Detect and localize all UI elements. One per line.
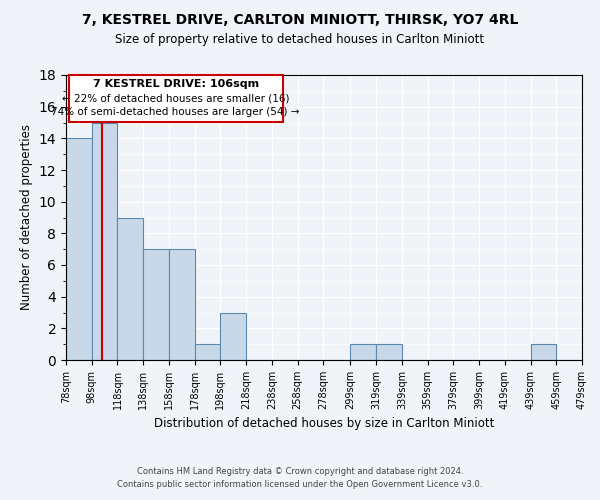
Text: Contains public sector information licensed under the Open Government Licence v3: Contains public sector information licen… — [118, 480, 482, 489]
Bar — [92, 122, 118, 360]
Bar — [530, 344, 556, 360]
Bar — [194, 344, 220, 360]
Y-axis label: Number of detached properties: Number of detached properties — [20, 124, 33, 310]
FancyBboxPatch shape — [68, 75, 283, 122]
Bar — [66, 138, 92, 360]
X-axis label: Distribution of detached houses by size in Carlton Miniott: Distribution of detached houses by size … — [154, 418, 494, 430]
Text: ← 22% of detached houses are smaller (16): ← 22% of detached houses are smaller (16… — [62, 94, 289, 104]
Text: Contains HM Land Registry data © Crown copyright and database right 2024.: Contains HM Land Registry data © Crown c… — [137, 467, 463, 476]
Text: 74% of semi-detached houses are larger (54) →: 74% of semi-detached houses are larger (… — [52, 107, 300, 117]
Text: 7, KESTREL DRIVE, CARLTON MINIOTT, THIRSK, YO7 4RL: 7, KESTREL DRIVE, CARLTON MINIOTT, THIRS… — [82, 12, 518, 26]
Text: 7 KESTREL DRIVE: 106sqm: 7 KESTREL DRIVE: 106sqm — [92, 80, 259, 90]
Bar — [350, 344, 376, 360]
Bar — [169, 249, 194, 360]
Bar — [376, 344, 402, 360]
Bar — [143, 249, 169, 360]
Bar — [220, 312, 246, 360]
Text: Size of property relative to detached houses in Carlton Miniott: Size of property relative to detached ho… — [115, 32, 485, 46]
Bar — [118, 218, 143, 360]
